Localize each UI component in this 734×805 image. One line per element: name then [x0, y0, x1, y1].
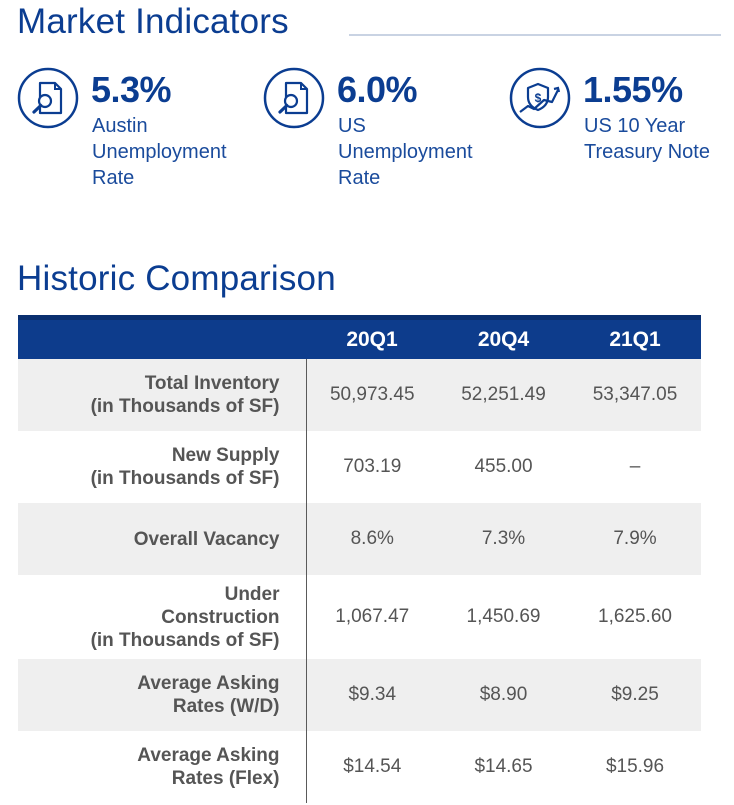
- indicator-label: US 10 Year Treasury Note: [584, 115, 710, 163]
- cell-value: 1,625.60: [598, 606, 672, 627]
- cell-value: $15.96: [605, 756, 665, 777]
- cell-value: 703.19: [343, 456, 402, 477]
- table-row-total-inventory: Total Inventory (in Thousands of SF) 50,…: [18, 359, 701, 431]
- cell-value: –: [629, 456, 641, 477]
- cell-value: 53,347.05: [569, 359, 701, 431]
- cell-value: 1,067.47: [335, 606, 410, 627]
- table-row-under-construction: Under Construction (in Thousands of SF) …: [18, 575, 701, 659]
- indicator-label: US Unemployment Rate: [338, 115, 473, 189]
- indicator-us-unemployment: 6.0% US Unemployment Rate: [262, 66, 502, 196]
- historic-comparison-title: Historic Comparison: [17, 259, 336, 298]
- cell-value: 1,450.69: [466, 606, 541, 627]
- table-row-new-supply: New Supply (in Thousands of SF) 703.19 4…: [18, 431, 701, 503]
- table-row-asking-rates-flex: Average Asking Rates (Flex) $14.54 $14.6…: [18, 731, 701, 803]
- row-label: Average Asking Rates (Flex): [18, 731, 307, 803]
- row-label: Total Inventory (in Thousands of SF): [18, 359, 307, 431]
- cell-value: $9.34: [306, 659, 438, 731]
- indicator-value: 6.0%: [337, 69, 418, 110]
- cell-value: $8.90: [438, 659, 569, 731]
- row-label: Average Asking Rates (W/D): [18, 659, 307, 731]
- row-label: Overall Vacancy: [18, 503, 307, 575]
- cell-value: 50,973.45: [306, 359, 438, 431]
- historic-comparison-table: 20Q1 20Q4 21Q1 Total Inventory (in Thous…: [18, 315, 701, 803]
- magnifier-document-icon: [17, 67, 79, 129]
- cell-value: 52,251.49: [438, 359, 569, 431]
- row-label: New Supply (in Thousands of SF): [18, 431, 307, 503]
- cell-value: 8.6%: [306, 503, 438, 575]
- column-header-20q4: 20Q4: [438, 315, 569, 359]
- cell-value: 455.00: [474, 456, 533, 477]
- row-label: Under Construction (in Thousands of SF): [18, 575, 307, 659]
- cell-value: 7.9%: [569, 503, 701, 575]
- title-divider: [349, 34, 721, 36]
- cell-value: 7.3%: [438, 503, 569, 575]
- market-indicators-title: Market Indicators: [17, 2, 289, 41]
- indicator-treasury-note: $ 1.55% US 10 Year Treasury Note: [508, 66, 734, 196]
- cell-value: $14.65: [474, 756, 533, 777]
- column-header-20q1: 20Q1: [306, 315, 438, 359]
- indicator-austin-unemployment: 5.3% Austin Unemployment Rate: [16, 66, 256, 196]
- column-header-21q1: 21Q1: [569, 315, 701, 359]
- dollar-shield-trend-icon: $: [509, 67, 571, 129]
- column-header-label: [18, 315, 306, 359]
- indicator-label: Austin Unemployment Rate: [92, 115, 227, 189]
- table-row-overall-vacancy: Overall Vacancy 8.6% 7.3% 7.9%: [18, 503, 701, 575]
- indicator-value: 1.55%: [583, 69, 683, 110]
- table-row-asking-rates-wd: Average Asking Rates (W/D) $9.34 $8.90 $…: [18, 659, 701, 731]
- svg-text:$: $: [535, 91, 542, 105]
- table-header-row: 20Q1 20Q4 21Q1: [18, 315, 701, 359]
- cell-value: $9.25: [569, 659, 701, 731]
- indicator-value: 5.3%: [91, 69, 172, 110]
- magnifier-document-icon: [263, 67, 325, 129]
- cell-value: $14.54: [343, 756, 402, 777]
